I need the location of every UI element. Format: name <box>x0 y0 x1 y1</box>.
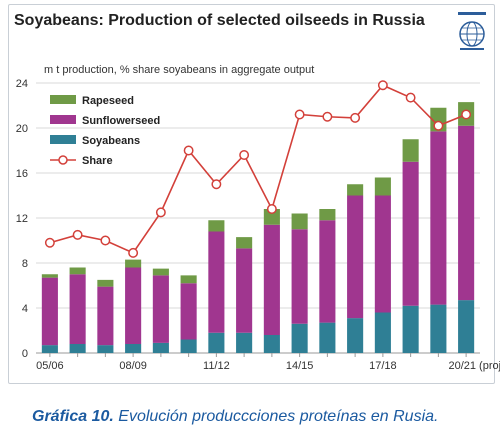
y-tick-label: 8 <box>22 258 28 270</box>
bar-soyabeans <box>69 344 86 353</box>
caption-label: Gráfica 10. <box>32 408 114 425</box>
figure-caption: Gráfica 10. Evolución produccciones prot… <box>32 408 438 426</box>
legend-rapeseed-swatch <box>50 95 76 104</box>
share-point <box>433 120 444 131</box>
share-point <box>211 179 222 190</box>
y-tick-label: 12 <box>16 213 28 225</box>
bar-rapeseed <box>236 237 253 249</box>
bar-sunflowerseed <box>263 224 280 335</box>
bar-soyabeans <box>291 323 308 353</box>
share-point <box>322 111 333 122</box>
bar-rapeseed <box>291 213 308 230</box>
bar-sunflowerseed <box>319 220 336 323</box>
bar-sunflowerseed <box>430 131 447 305</box>
caption-text: Evolución produccciones proteínas en Rus… <box>118 408 439 425</box>
bar-soyabeans <box>458 300 475 353</box>
share-line <box>49 84 467 254</box>
bar-rapeseed <box>41 274 58 278</box>
share-point <box>183 145 194 156</box>
share-point <box>461 109 472 120</box>
legend-sunflowerseed-swatch <box>50 115 76 124</box>
chart-plot: 0 4 8 12 16 20 24 05/06 08/09 11/12 14/15 17/18 20/2… <box>16 78 500 372</box>
share-point <box>294 109 305 120</box>
legend-share-swatch-marker <box>58 155 68 165</box>
share-point <box>239 150 250 160</box>
bar-rapeseed <box>402 139 419 162</box>
y-tick-label: 16 <box>16 168 28 180</box>
globe-logo-icon <box>458 12 486 50</box>
chart-subtitle: m t production, % share soyabeans in agg… <box>44 64 315 76</box>
bar-rapeseed <box>263 209 280 225</box>
share-point <box>44 237 55 248</box>
bar-sunflowerseed <box>458 125 475 301</box>
legend-soyabeans-swatch <box>50 135 76 144</box>
bar-soyabeans <box>208 332 225 353</box>
bar-sunflowerseed <box>347 195 364 319</box>
bar-sunflowerseed <box>208 231 225 333</box>
bar-rapeseed <box>347 184 364 196</box>
bar-rapeseed <box>208 220 225 232</box>
legend-sunflowerseed-label: Sunflowerseed <box>82 115 160 127</box>
bar-soyabeans <box>374 312 391 353</box>
bar-rapeseed <box>374 177 391 196</box>
share-point <box>155 207 166 218</box>
bar-soyabeans <box>430 304 447 353</box>
bar-sunflowerseed <box>125 267 142 344</box>
y-tick-label: 24 <box>16 78 28 90</box>
bar-soyabeans <box>180 339 197 353</box>
bar-soyabeans <box>97 345 114 353</box>
bar-sunflowerseed <box>374 195 391 313</box>
x-tick-label: 11/12 <box>203 360 230 372</box>
x-tick-label: 08/09 <box>119 360 147 372</box>
y-tick-label: 0 <box>22 348 28 360</box>
bar-soyabeans <box>152 342 169 353</box>
bar-rapeseed <box>152 268 169 276</box>
bar-sunflowerseed <box>152 275 169 343</box>
y-tick-label: 4 <box>22 303 28 315</box>
x-tick-label: 14/15 <box>286 360 314 372</box>
legend-soyabeans-label: Soyabeans <box>82 135 140 147</box>
bar-soyabeans <box>41 345 58 353</box>
bar-sunflowerseed <box>97 286 114 346</box>
legend-share-label: Share <box>82 155 113 167</box>
bar-soyabeans <box>319 322 336 353</box>
share-point <box>266 204 277 214</box>
chart-title: Soyabeans: Production of selected oilsee… <box>14 12 425 29</box>
bar-sunflowerseed <box>69 274 86 344</box>
legend-rapeseed-label: Rapeseed <box>82 95 134 107</box>
share-point <box>72 229 83 240</box>
bar-rapeseed <box>97 279 114 287</box>
x-tick-label: 20/21 (proj.) <box>448 360 500 372</box>
share-point <box>100 235 111 246</box>
share-point <box>128 247 139 258</box>
bar-rapeseed <box>125 259 142 268</box>
bar-soyabeans <box>347 318 364 353</box>
bar-rapeseed <box>319 209 336 221</box>
share-point <box>405 92 416 103</box>
share-point <box>377 80 388 91</box>
x-tick-label: 05/06 <box>36 360 64 372</box>
bar-rapeseed <box>69 267 86 275</box>
bar-sunflowerseed <box>291 229 308 324</box>
bar-sunflowerseed <box>180 283 197 340</box>
bar-sunflowerseed <box>41 277 58 346</box>
x-tick-label: 17/18 <box>369 360 397 372</box>
bar-soyabeans <box>402 305 419 353</box>
bar-soyabeans <box>236 332 253 353</box>
bar-rapeseed <box>180 275 197 284</box>
y-tick-label: 20 <box>16 123 28 135</box>
bar-soyabeans <box>263 335 280 353</box>
bar-soyabeans <box>125 344 142 353</box>
bar-sunflowerseed <box>236 248 253 333</box>
bar-sunflowerseed <box>402 161 419 306</box>
share-point <box>350 112 361 123</box>
